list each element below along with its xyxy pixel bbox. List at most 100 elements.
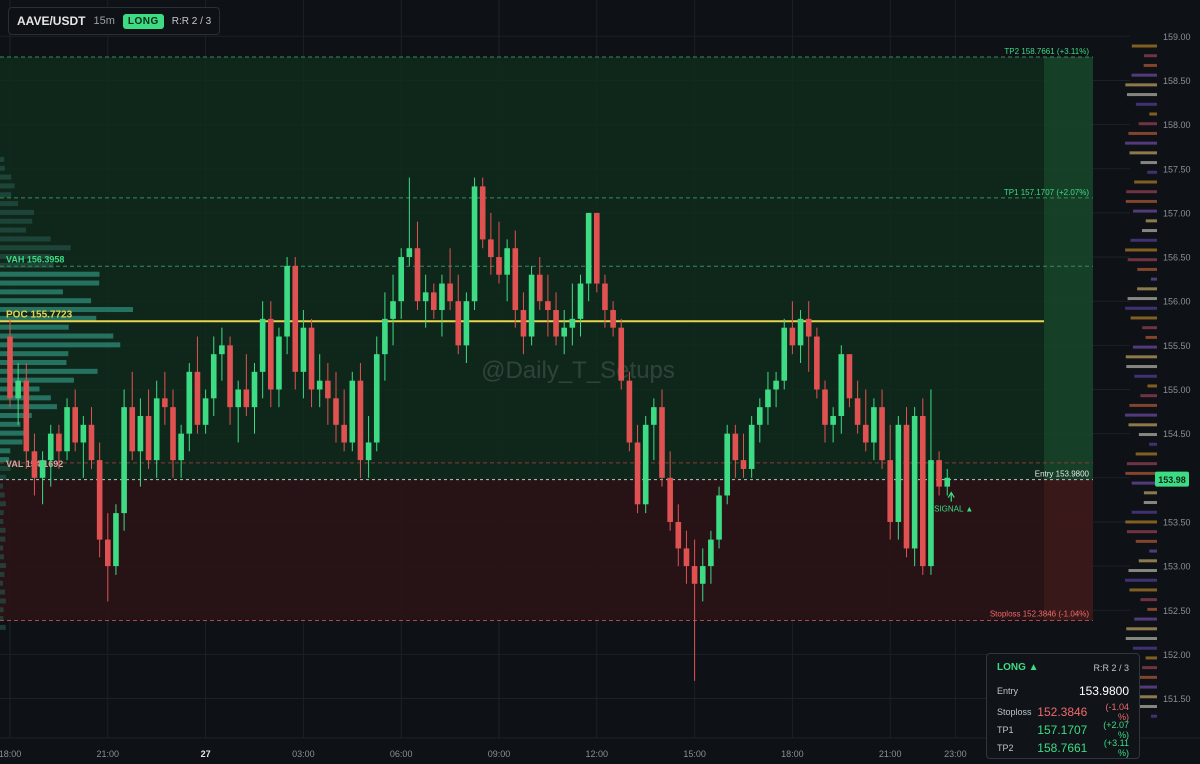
- candle-body[interactable]: [675, 521, 682, 549]
- candle-body[interactable]: [944, 477, 951, 487]
- candle-body[interactable]: [186, 371, 193, 434]
- candle-body[interactable]: [488, 239, 494, 258]
- candle-body[interactable]: [561, 327, 567, 337]
- candle-body[interactable]: [23, 380, 30, 452]
- candle-body[interactable]: [699, 566, 706, 584]
- candle-body[interactable]: [235, 389, 241, 408]
- candle-body[interactable]: [145, 415, 152, 461]
- candle-body[interactable]: [887, 460, 893, 522]
- candle-body[interactable]: [634, 442, 641, 505]
- candle-body[interactable]: [15, 380, 21, 399]
- candle-body[interactable]: [895, 424, 902, 522]
- candle-body[interactable]: [496, 257, 502, 275]
- candle-body[interactable]: [626, 380, 633, 443]
- candle-body[interactable]: [520, 310, 527, 337]
- candle-body[interactable]: [854, 398, 861, 425]
- candle-body[interactable]: [153, 398, 160, 461]
- candle-body[interactable]: [31, 451, 38, 478]
- candle-body[interactable]: [349, 380, 356, 443]
- candle-body[interactable]: [178, 433, 184, 461]
- candle-body[interactable]: [765, 389, 771, 408]
- candle-body[interactable]: [333, 398, 339, 425]
- candle-body[interactable]: [512, 248, 519, 311]
- candle-body[interactable]: [80, 424, 87, 443]
- candle-body[interactable]: [439, 283, 445, 311]
- candle-body[interactable]: [879, 407, 885, 461]
- candle-body[interactable]: [928, 460, 934, 567]
- candle-body[interactable]: [789, 327, 796, 346]
- candle-body[interactable]: [414, 248, 421, 302]
- candle-body[interactable]: [903, 424, 910, 549]
- candle-body[interactable]: [651, 407, 657, 425]
- candle-body[interactable]: [683, 548, 690, 567]
- candle-body[interactable]: [210, 354, 217, 399]
- candle-body[interactable]: [846, 354, 853, 399]
- candle-body[interactable]: [536, 274, 543, 302]
- candle-body[interactable]: [113, 513, 119, 567]
- candle-body[interactable]: [659, 407, 665, 478]
- candle-body[interactable]: [724, 433, 730, 496]
- candle-body[interactable]: [202, 398, 209, 425]
- candle-body[interactable]: [479, 186, 486, 240]
- candle-body[interactable]: [667, 477, 673, 522]
- candle-body[interactable]: [121, 407, 127, 514]
- candle-body[interactable]: [96, 460, 103, 540]
- candle-body[interactable]: [243, 389, 250, 408]
- candle-body[interactable]: [56, 433, 62, 452]
- candle-body[interactable]: [365, 442, 372, 461]
- candle-body[interactable]: [284, 265, 290, 337]
- candle-body[interactable]: [406, 248, 413, 258]
- candle-body[interactable]: [227, 345, 233, 408]
- candle-body[interactable]: [325, 380, 331, 399]
- candle-body[interactable]: [455, 301, 462, 346]
- candle-body[interactable]: [300, 327, 307, 372]
- candle-body[interactable]: [431, 292, 437, 311]
- symbol-header[interactable]: AAVE/USDT 15m LONG R:R 2 / 3: [8, 7, 221, 35]
- candle-body[interactable]: [251, 371, 258, 408]
- candle-body[interactable]: [936, 460, 942, 487]
- candle-body[interactable]: [757, 407, 763, 425]
- candle-body[interactable]: [341, 424, 347, 443]
- candle-body[interactable]: [129, 407, 136, 452]
- candle-body[interactable]: [748, 424, 755, 469]
- candle-body[interactable]: [691, 566, 698, 584]
- candle-body[interactable]: [553, 310, 559, 337]
- candle-body[interactable]: [740, 460, 747, 469]
- candle-body[interactable]: [47, 433, 54, 461]
- candle-body[interactable]: [463, 301, 470, 346]
- candle-body[interactable]: [162, 398, 168, 408]
- candle-body[interactable]: [716, 495, 722, 540]
- candle-body[interactable]: [732, 433, 739, 461]
- candle-body[interactable]: [642, 424, 649, 505]
- candle-body[interactable]: [447, 283, 453, 302]
- candle-body[interactable]: [781, 327, 788, 381]
- candle-body[interactable]: [708, 539, 714, 567]
- candle-body[interactable]: [357, 380, 364, 461]
- candle-body[interactable]: [602, 283, 608, 311]
- candle-body[interactable]: [594, 212, 600, 284]
- candle-body[interactable]: [268, 318, 274, 390]
- candle-body[interactable]: [88, 424, 95, 461]
- candle-body[interactable]: [39, 460, 46, 478]
- candle-body[interactable]: [585, 212, 592, 284]
- candle-body[interactable]: [259, 318, 266, 372]
- candle-body[interactable]: [398, 257, 404, 302]
- candle-body[interactable]: [422, 292, 429, 302]
- symbol-name[interactable]: AAVE/USDT: [17, 14, 86, 28]
- candle-body[interactable]: [105, 539, 111, 567]
- candle-body[interactable]: [390, 301, 396, 319]
- candle-body[interactable]: [316, 380, 323, 390]
- candle-body[interactable]: [170, 407, 176, 461]
- candle-body[interactable]: [577, 283, 584, 319]
- candle-body[interactable]: [545, 301, 551, 311]
- candle-body[interactable]: [871, 407, 877, 443]
- candle-body[interactable]: [822, 389, 828, 425]
- candle-body[interactable]: [219, 345, 225, 355]
- candle-body[interactable]: [292, 265, 299, 372]
- candle-body[interactable]: [920, 415, 926, 567]
- candle-body[interactable]: [72, 407, 78, 443]
- candle-body[interactable]: [805, 318, 812, 337]
- candle-body[interactable]: [838, 354, 845, 416]
